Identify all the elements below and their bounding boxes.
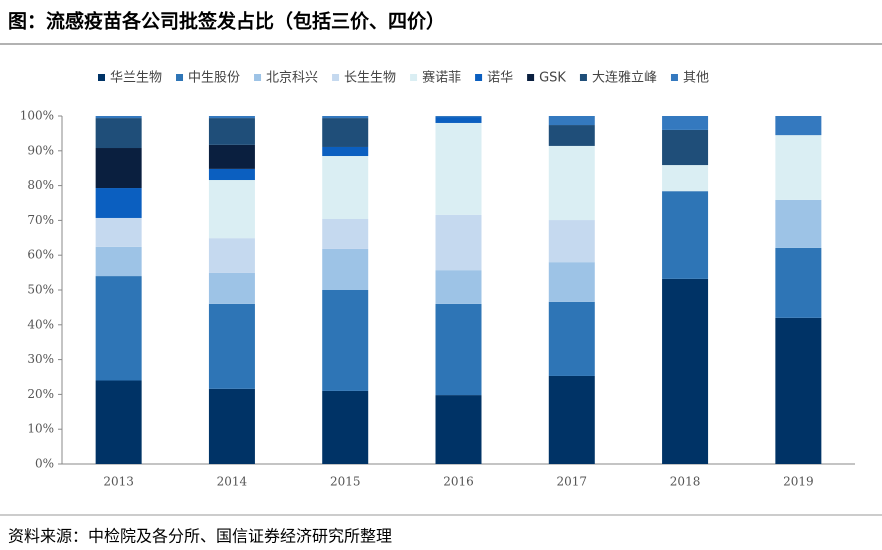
bar-segment [775, 247, 822, 318]
x-tick-label: 2013 [103, 475, 134, 489]
bar-segment [775, 116, 822, 136]
bar-segment [208, 238, 255, 273]
bar-segment [548, 375, 595, 464]
legend-label: 中生股份 [188, 71, 240, 86]
bar-segment [548, 116, 595, 126]
legend-label: 北京科兴 [266, 71, 318, 86]
y-tick-label: 100% [20, 109, 54, 123]
bar-segment [435, 214, 482, 271]
legend-label: GSK [539, 71, 566, 86]
legend-label: 华兰生物 [110, 71, 162, 86]
x-tick-label: 2018 [670, 475, 701, 489]
y-tick-label: 80% [27, 178, 54, 192]
bar-segment [662, 165, 709, 192]
legend-label: 长生生物 [344, 71, 396, 86]
bar-segment [208, 180, 255, 239]
chart-title: 图：流感疫苗各公司批签发占比（包括三价、四价） [8, 10, 445, 33]
bar-segment [208, 303, 255, 389]
legend-swatch [670, 74, 678, 81]
bar-segment [662, 278, 709, 464]
bar-segment [548, 145, 595, 221]
y-tick-label: 60% [27, 248, 54, 262]
bar-segment [95, 276, 142, 381]
bar-segment [435, 303, 482, 396]
bar-segment [95, 148, 142, 189]
x-tick-label: 2015 [330, 475, 361, 489]
legend-label: 诺华 [487, 71, 513, 86]
bar-segment [95, 118, 142, 149]
legend-swatch [527, 74, 535, 81]
bar-segment [322, 156, 369, 220]
bar-segment [548, 220, 595, 263]
legend-label: 赛诺菲 [422, 70, 461, 86]
bar-segment [435, 122, 482, 215]
x-tick-label: 2019 [783, 475, 814, 489]
bar-segment [662, 129, 709, 166]
bar-segment [548, 301, 595, 376]
bar-segment [208, 144, 255, 169]
legend-swatch [176, 74, 184, 81]
legend-swatch [254, 74, 262, 81]
bar-segment [322, 248, 369, 290]
bar-segment [208, 272, 255, 304]
y-tick-label: 30% [27, 352, 54, 366]
bar-segment [208, 118, 255, 145]
source: 资料来源：中检院及各分所、国信证券经济研究所整理 [8, 527, 392, 546]
y-tick-label: 90% [27, 143, 54, 157]
bar-segment [662, 191, 709, 279]
bar-segment [662, 116, 709, 130]
y-tick-label: 0% [35, 457, 54, 471]
bar-segment [95, 188, 142, 218]
bar-segment [208, 116, 255, 119]
bar-segment [435, 270, 482, 304]
y-tick-label: 70% [27, 213, 54, 227]
bar-segment [95, 116, 142, 119]
legend-swatch [98, 74, 105, 81]
bar-segment [435, 116, 482, 118]
legend-label: 大连雅立峰 [592, 70, 657, 86]
bar-segment [322, 118, 369, 147]
legend-swatch [579, 74, 587, 81]
x-tick-label: 2016 [443, 475, 474, 489]
bar-segment [435, 117, 482, 123]
y-tick-label: 10% [27, 422, 54, 436]
bar-segment [208, 168, 255, 181]
bar-segment [775, 317, 822, 464]
bar-segment [775, 135, 822, 200]
bar-segment [208, 388, 255, 464]
x-tick-label: 2014 [217, 475, 248, 489]
bar-segment [548, 125, 595, 146]
legend-swatch [475, 74, 483, 81]
bar-segment [322, 290, 369, 391]
bar-segment [322, 219, 369, 249]
bar-segment [95, 380, 142, 464]
bar-segment [435, 395, 482, 464]
bar-segment [95, 217, 142, 247]
bar-segment [95, 246, 142, 277]
legend-swatch [332, 74, 340, 81]
legend-label: 其他 [683, 71, 709, 86]
y-tick-label: 20% [27, 387, 54, 401]
bar-segment [775, 199, 822, 248]
y-tick-label: 50% [27, 283, 54, 297]
bar-segment [322, 390, 369, 464]
bar-segment [322, 116, 369, 119]
x-tick-label: 2017 [557, 475, 588, 489]
bar-segment [322, 146, 369, 157]
bar-segment [548, 262, 595, 302]
y-tick-label: 40% [27, 317, 54, 331]
legend-swatch [410, 74, 418, 81]
